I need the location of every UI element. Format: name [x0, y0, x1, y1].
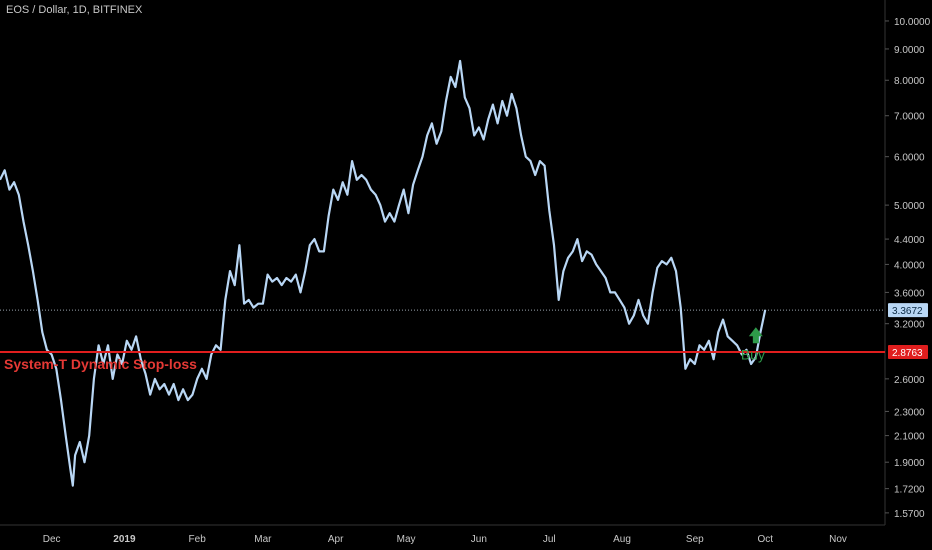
last-price-badge: 3.3672 — [888, 303, 928, 318]
y-tick-label: 3.2000 — [894, 320, 925, 331]
stop-loss-badge-bg — [888, 345, 928, 360]
y-tick-label: 3.6000 — [894, 288, 925, 299]
price-series-line — [0, 59, 767, 487]
y-tick-label: 1.7200 — [894, 485, 925, 496]
y-tick-label: 4.4000 — [894, 235, 925, 246]
y-tick-label: 8.0000 — [894, 76, 925, 87]
y-tick-label: 10.0000 — [894, 17, 931, 28]
x-tick-label: May — [397, 534, 416, 545]
x-tick-label: Aug — [613, 534, 631, 545]
x-axis-ticks: Dec 2019 Feb Mar Apr May Jun Jul Aug Sep Oct Nov — [43, 534, 847, 545]
x-tick-label: 2019 — [113, 534, 136, 545]
stop-loss-badge: 2.8763 — [888, 345, 928, 360]
chart-title: EOS / Dollar, 1D, BITFINEX — [6, 4, 143, 16]
y-tick-label: 4.0000 — [894, 260, 925, 271]
stop-loss-label: System-T Dynamic Stop-loss — [4, 356, 197, 372]
last-price-badge-bg — [888, 303, 928, 318]
y-tick-label: 5.0000 — [894, 201, 925, 212]
stop-loss-badge-text: 2.8763 — [892, 348, 923, 359]
y-tick-label: 2.6000 — [894, 375, 925, 386]
y-tick-label: 9.0000 — [894, 45, 925, 56]
x-tick-label: Jun — [471, 534, 487, 545]
buy-signal-label: Buy — [741, 346, 765, 362]
x-tick-label: Mar — [254, 534, 272, 545]
y-tick-label: 1.9000 — [894, 458, 925, 469]
x-tick-label: Feb — [189, 534, 207, 545]
x-tick-label: Dec — [43, 534, 61, 545]
x-tick-label: Apr — [328, 534, 344, 545]
x-tick-label: Sep — [686, 534, 704, 545]
buy-arrow-icon — [748, 327, 763, 344]
x-tick-label: Nov — [829, 534, 847, 545]
last-price-badge-text: 3.3672 — [892, 306, 923, 317]
y-tick-label: 6.0000 — [894, 153, 925, 164]
y-tick-label: 7.0000 — [894, 112, 925, 123]
x-tick-label: Jul — [543, 534, 556, 545]
y-tick-label: 2.3000 — [894, 407, 925, 418]
y-tick-label: 1.5700 — [894, 509, 925, 520]
y-axis-ticks: 10.0000 9.0000 8.0000 7.0000 6.0000 5.0000 4.4… — [885, 17, 931, 520]
y-tick-label: 2.1000 — [894, 432, 925, 443]
x-tick-label: Oct — [757, 534, 773, 545]
